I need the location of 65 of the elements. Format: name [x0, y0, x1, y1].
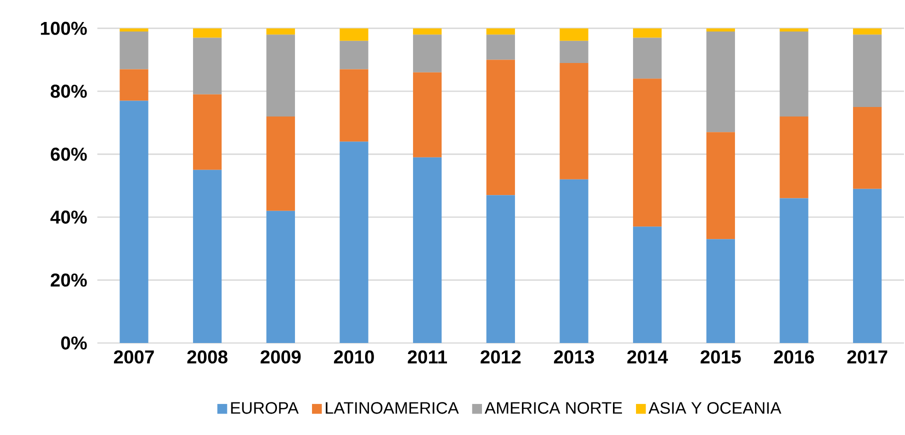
bar	[780, 28, 808, 32]
bar	[120, 69, 148, 101]
y-tick-label: 100%	[40, 22, 87, 35]
bar	[193, 94, 222, 170]
bar	[853, 188, 882, 343]
bar	[193, 28, 222, 38]
bar	[340, 28, 368, 41]
bar	[560, 179, 588, 343]
x-tick-label: 2014	[627, 350, 668, 364]
bar	[266, 116, 295, 211]
bar	[706, 132, 735, 240]
bar	[706, 239, 735, 343]
bar	[633, 226, 662, 343]
bar	[340, 69, 368, 142]
bar	[560, 40, 588, 63]
y-tick-label: 20%	[50, 273, 87, 287]
bar	[853, 28, 882, 35]
bar	[413, 28, 442, 35]
legend-label: AMERICA NORTE	[484, 402, 622, 414]
x-tick-label: 2012	[480, 350, 521, 364]
bar	[560, 28, 588, 41]
x-tick-label: 2010	[334, 350, 374, 364]
bar	[633, 38, 662, 79]
y-tick-label: 60%	[50, 148, 87, 161]
y-tick-label: 40%	[50, 210, 87, 224]
bar	[413, 157, 442, 343]
bar	[340, 40, 368, 70]
y-tick-label: 80%	[50, 84, 87, 98]
bar	[193, 38, 222, 94]
bar	[266, 34, 295, 116]
y-tick-label: 0%	[61, 336, 87, 350]
legend-label: ASIA Y OCEANIA	[648, 402, 782, 414]
bar	[706, 31, 735, 132]
bar	[486, 60, 515, 196]
bar	[266, 210, 295, 343]
bar	[780, 198, 808, 343]
bar	[486, 28, 515, 35]
legend-label: LATINOAMERICA	[326, 402, 459, 414]
bar	[780, 31, 808, 116]
bar	[193, 170, 222, 343]
bar	[340, 142, 368, 343]
bar	[120, 28, 148, 32]
bar	[120, 100, 148, 343]
bar	[706, 28, 735, 32]
x-tick-label: 2017	[847, 350, 888, 364]
x-tick-label: 2015	[700, 350, 741, 364]
x-tick-label: 2009	[260, 350, 301, 364]
legend-label: EUROPA	[231, 402, 299, 414]
bar	[780, 116, 808, 198]
x-tick-label: 2013	[554, 350, 594, 364]
bar	[853, 34, 882, 107]
x-tick-label: 2016	[774, 350, 814, 364]
bar	[633, 28, 662, 38]
bar	[853, 106, 882, 189]
bar	[486, 34, 515, 60]
bar	[486, 195, 515, 343]
x-tick-label: 2007	[114, 350, 154, 364]
x-tick-label: 2008	[187, 350, 228, 364]
bar	[266, 28, 295, 35]
bar	[413, 34, 442, 72]
bar	[633, 78, 662, 227]
bar	[120, 31, 148, 70]
bar	[560, 62, 588, 180]
x-tick-label: 2011	[408, 350, 447, 364]
bar	[413, 72, 442, 158]
